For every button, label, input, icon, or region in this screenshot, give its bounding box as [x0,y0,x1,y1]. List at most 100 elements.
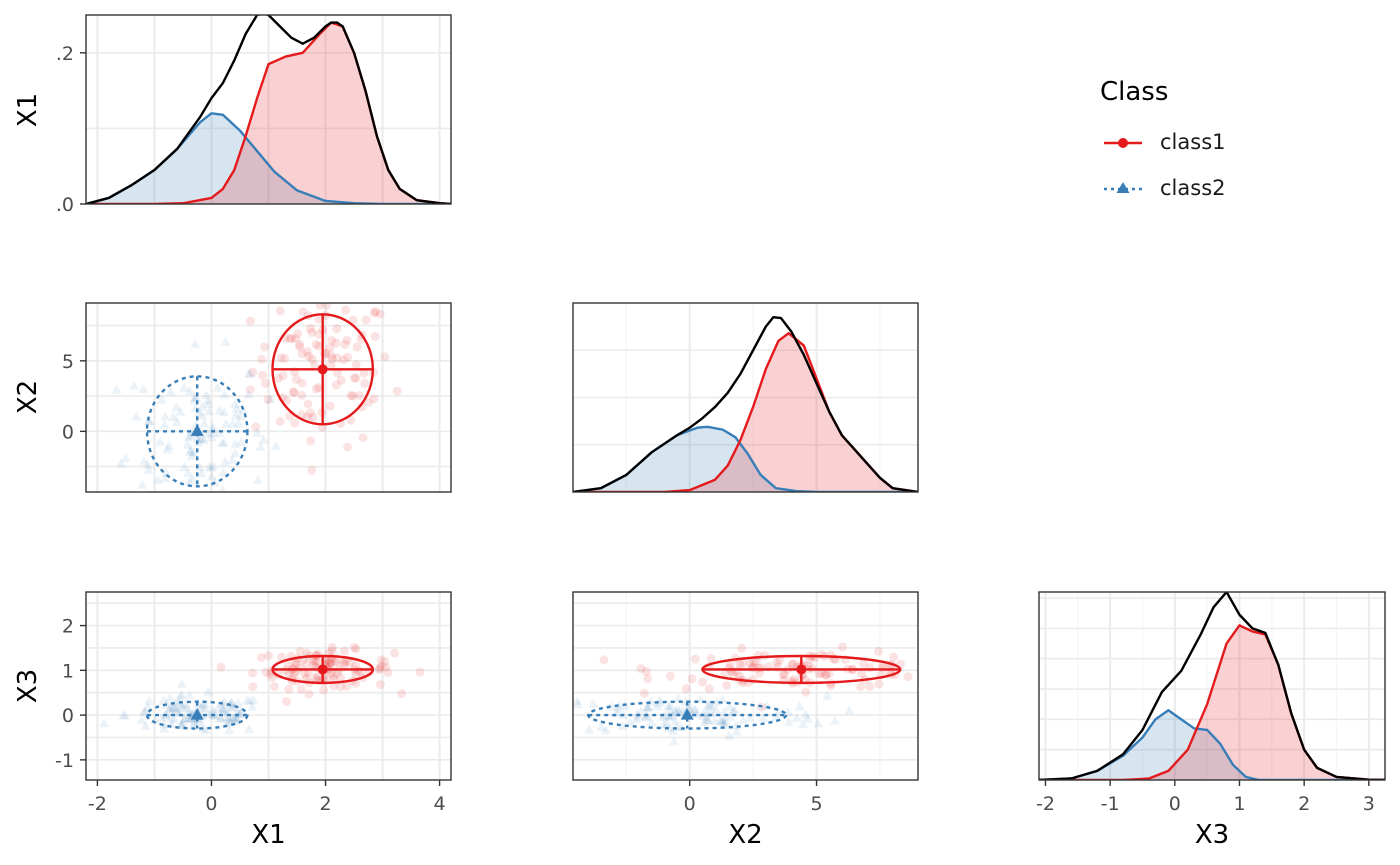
mean-marker-class1 [317,664,328,675]
sample-point [339,646,349,656]
sample-point [214,405,225,415]
sample-point [327,335,337,345]
sample-point [289,387,299,397]
sample-point [817,668,827,678]
sample-point [179,462,190,472]
sample-point [273,373,283,383]
x-tick-label: 1 [1233,793,1245,815]
sample-point [1015,657,1024,666]
sample-point [224,715,235,725]
sample-point [329,674,339,684]
sample-point [375,680,385,690]
sample-point [358,433,368,443]
sample-point [665,700,676,710]
sample-point [323,658,333,668]
sample-point [669,736,680,746]
panel-border [85,591,452,781]
sample-point [314,329,324,339]
sample-point [351,644,361,654]
legend-entry-class1: class1 [1104,130,1226,154]
sample-point [192,433,203,443]
sample-point [749,657,759,667]
sample-point [159,723,170,733]
sample-point [710,715,721,725]
sample-point [180,699,191,709]
row-label: X1 [13,93,43,127]
sample-point [226,715,237,725]
sample-point [172,706,183,716]
sample-point [219,407,230,417]
sample-point [718,716,729,726]
sample-point [257,354,267,364]
sample-point [178,714,189,724]
sample-point [314,314,324,324]
sample-point [302,347,312,357]
sample-point [701,715,712,725]
sample-point [244,724,255,734]
sample-point [289,387,299,397]
sample-point [162,444,173,454]
sample-point [672,693,683,703]
sample-point [369,308,379,318]
sample-point [643,674,653,684]
sample-point [720,668,730,678]
sample-point [349,373,359,383]
sample-point [325,343,335,353]
sample-point [856,682,866,692]
sample-point [115,458,126,468]
sample-point [325,658,335,668]
sample-point [189,717,200,727]
sample-point [200,725,211,735]
sample-point [208,461,219,471]
sample-point [203,398,214,408]
sample-point [156,712,167,722]
sample-point [822,690,833,700]
sample-point [297,378,307,388]
sample-point [380,352,390,362]
sample-point [690,654,700,664]
sample-point [184,476,195,486]
sample-point [207,424,218,434]
sample-point [380,656,390,666]
density-area-class2 [1039,710,1385,780]
sample-point [248,694,259,704]
sample-point [389,648,399,658]
sample-point [325,401,335,411]
sample-point [170,698,181,708]
sample-point [691,709,702,719]
sample-point [156,394,167,404]
sample-point [821,670,831,680]
sample-point [354,390,364,400]
y-tick-label: 1 [62,660,74,682]
sample-point [760,650,770,660]
density-area-class1 [86,22,451,204]
sample-point [171,416,182,426]
sample-point [745,658,755,668]
sample-point [635,706,646,716]
sample-point [216,662,226,672]
sample-point [821,670,831,680]
panel-x1-density: .0 .2 X1 [13,14,452,216]
x-tick-label: -1 [1101,793,1120,815]
sample-point [230,439,241,449]
sample-point [670,705,681,715]
sample-point [292,290,301,299]
sample-point [612,703,623,713]
sample-point [670,716,681,726]
sample-point [640,712,651,722]
sample-point [343,442,353,452]
sample-point [207,421,218,431]
sample-point [613,700,624,710]
sample-point [233,418,244,428]
sample-point [166,702,177,712]
sample-point [314,383,324,393]
sample-point [245,385,255,395]
sample-point [136,715,147,725]
sample-point [351,373,361,383]
sample-point [724,701,735,711]
sample-point [351,661,361,671]
sample-point [233,697,244,707]
y-tick-label: 5 [62,351,74,373]
sample-point [642,702,653,712]
sample-point [753,663,763,673]
